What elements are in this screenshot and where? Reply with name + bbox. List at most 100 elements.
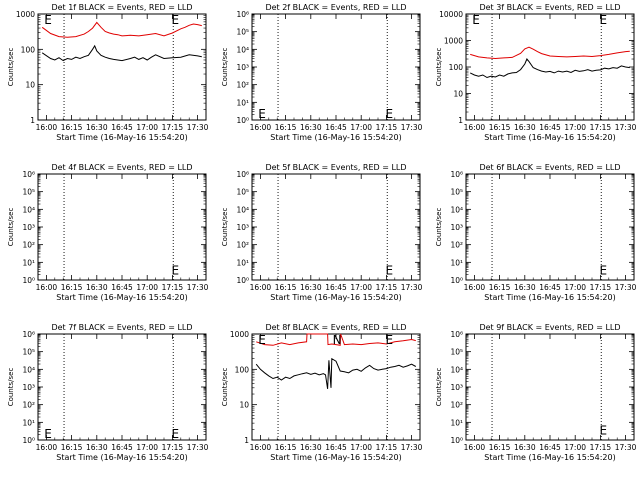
y-tick-label: 10⁴ <box>450 205 463 214</box>
x-tick-label: 16:00 <box>250 123 272 132</box>
y-tick-label: 10⁰ <box>450 276 463 285</box>
x-tick-label: 17:15 <box>590 283 612 292</box>
lld-series-line <box>41 21 202 38</box>
x-axis-label: Start Time (16-May-16 15:54:20) <box>484 453 615 462</box>
x-tick-label: 16:15 <box>275 123 297 132</box>
panel-title: Det 3f BLACK = Events, RED = LLD <box>479 3 620 12</box>
plot-frame <box>251 13 421 121</box>
events-series-line <box>469 58 630 79</box>
y-tick-label: 10⁶ <box>22 330 35 339</box>
y-axis-label: Counts/sec <box>435 48 443 87</box>
x-tick-label: 17:00 <box>136 283 158 292</box>
y-tick-label: 10⁰ <box>236 276 249 285</box>
y-axis-label: Counts/sec <box>7 48 15 87</box>
plot-frame <box>465 13 635 121</box>
x-tick-label: 16:45 <box>539 123 561 132</box>
x-tick-label: 16:45 <box>539 283 561 292</box>
x-tick-label: 17:30 <box>187 443 209 452</box>
x-tick-label: 16:00 <box>36 123 58 132</box>
event-marker: E <box>386 333 394 347</box>
x-tick-label: 16:30 <box>514 283 536 292</box>
x-tick-label: 16:45 <box>111 443 133 452</box>
x-tick-label: 16:15 <box>489 443 511 452</box>
x-tick-label: 16:45 <box>111 123 133 132</box>
detector-panel-3: Det 3f BLACK = Events, RED = LLD 1 10 100 10… <box>435 3 637 142</box>
x-tick-label: 16:30 <box>86 443 108 452</box>
y-tick-label: 10 <box>239 401 249 410</box>
x-tick-label: 16:30 <box>300 283 322 292</box>
x-tick-label: 17:15 <box>590 123 612 132</box>
detector-panel-2: Det 2f BLACK = Events, RED = LLD 10⁰ 10¹ 10… <box>221 3 423 142</box>
panel-title: Det 9f BLACK = Events, RED = LLD <box>479 323 620 332</box>
lld-series-line <box>470 46 630 60</box>
panel-title: Det 4f BLACK = Events, RED = LLD <box>51 163 192 172</box>
y-axis-label: Counts/sec <box>221 48 229 87</box>
x-tick-label: 16:15 <box>275 443 297 452</box>
y-tick-label: 10⁵ <box>22 188 35 197</box>
x-axis-label: Start Time (16-May-16 15:54:20) <box>56 133 187 142</box>
event-marker: E <box>172 13 180 27</box>
event-marker: E <box>600 423 608 437</box>
x-axis-label: Start Time (16-May-16 15:54:20) <box>270 453 401 462</box>
y-tick-label: 10⁰ <box>22 276 35 285</box>
y-tick-label: 10⁵ <box>450 188 463 197</box>
y-tick-label: 10⁰ <box>450 436 463 445</box>
plot-frame <box>251 173 421 281</box>
y-axis-label: Counts/sec <box>435 208 443 247</box>
x-tick-label: 16:30 <box>514 443 536 452</box>
y-tick-label: 10⁴ <box>450 365 463 374</box>
y-tick-label: 10⁶ <box>236 10 249 19</box>
y-tick-label: 100 <box>235 365 250 374</box>
x-tick-label: 17:15 <box>376 123 398 132</box>
y-tick-label: 100 <box>449 63 464 72</box>
y-tick-label: 1000 <box>230 330 249 339</box>
x-tick-label: 17:00 <box>136 123 158 132</box>
event-marker: E <box>386 107 394 121</box>
y-tick-label: 10⁶ <box>450 170 463 179</box>
x-tick-label: 17:30 <box>401 123 423 132</box>
x-tick-label: 16:30 <box>300 443 322 452</box>
y-tick-label: 1 <box>30 116 35 125</box>
x-tick-label: 16:45 <box>111 283 133 292</box>
x-tick-label: 16:45 <box>539 443 561 452</box>
y-tick-label: 10² <box>22 401 35 410</box>
y-tick-label: 10³ <box>22 223 35 232</box>
x-tick-label: 16:00 <box>464 283 486 292</box>
event-marker: E <box>44 13 52 27</box>
plot-frame <box>465 173 635 281</box>
x-tick-label: 16:30 <box>86 283 108 292</box>
y-tick-label: 10³ <box>450 223 463 232</box>
x-tick-label: 16:15 <box>489 283 511 292</box>
event-marker: E <box>172 427 180 441</box>
x-tick-label: 16:15 <box>275 283 297 292</box>
x-tick-label: 17:00 <box>350 283 372 292</box>
y-tick-label: 10 <box>25 81 35 90</box>
x-tick-label: 17:30 <box>615 443 637 452</box>
x-tick-label: 16:00 <box>250 443 272 452</box>
plot-frame <box>37 13 207 121</box>
panel-title: Det 5f BLACK = Events, RED = LLD <box>265 163 406 172</box>
y-tick-label: 10³ <box>22 383 35 392</box>
y-tick-label: 10⁴ <box>236 205 249 214</box>
y-tick-label: 10⁴ <box>22 205 35 214</box>
x-tick-label: 17:00 <box>350 443 372 452</box>
y-tick-label: 10³ <box>236 223 249 232</box>
x-axis-label: Start Time (16-May-16 15:54:20) <box>270 293 401 302</box>
y-tick-label: 10 <box>453 90 463 99</box>
x-axis-label: Start Time (16-May-16 15:54:20) <box>56 293 187 302</box>
x-tick-label: 16:15 <box>61 283 83 292</box>
y-axis-label: Counts/sec <box>435 368 443 407</box>
x-tick-label: 17:15 <box>162 443 184 452</box>
x-tick-label: 17:15 <box>162 283 184 292</box>
y-axis-label: Counts/sec <box>221 368 229 407</box>
x-tick-label: 16:00 <box>36 443 58 452</box>
x-tick-label: 17:15 <box>590 443 612 452</box>
x-tick-label: 17:15 <box>376 443 398 452</box>
y-tick-label: 10⁰ <box>22 436 35 445</box>
y-tick-label: 10⁴ <box>22 365 35 374</box>
event-marker: E <box>44 427 52 441</box>
x-tick-label: 16:45 <box>325 443 347 452</box>
y-tick-label: 1000 <box>16 10 35 19</box>
events-series-line <box>41 44 202 62</box>
